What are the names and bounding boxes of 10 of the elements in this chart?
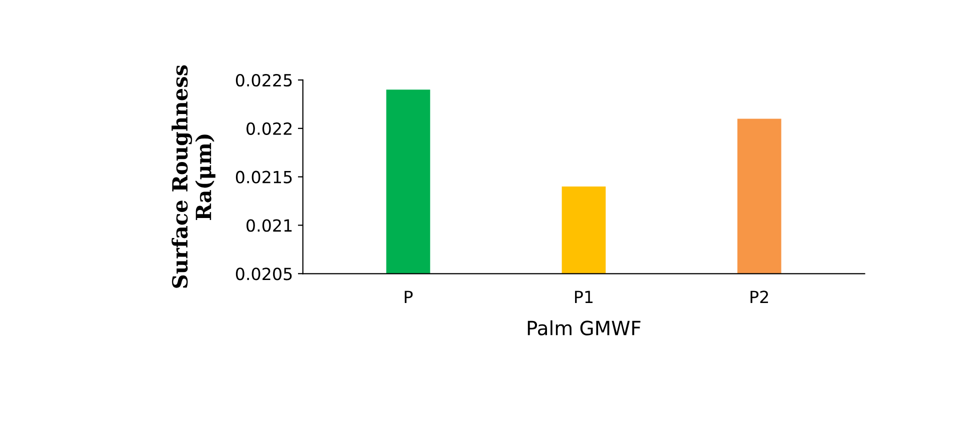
x-tick-label: P1	[575, 290, 593, 303]
y-axis-title: Surface Roughness Ra(μm)	[172, 65, 216, 288]
y-tick-label: 0.021	[246, 219, 292, 232]
y-tick-label: 0.0215	[236, 170, 292, 184]
x-tick-label: P	[404, 290, 413, 303]
y-tick-label: 0.022	[246, 122, 292, 135]
x-tick-label: P2	[750, 290, 768, 303]
x-axis-title: Palm GMWF	[528, 320, 640, 336]
y-tick-label: 0.0225	[236, 74, 292, 87]
y-tick-label: 0.0205	[236, 268, 292, 280]
